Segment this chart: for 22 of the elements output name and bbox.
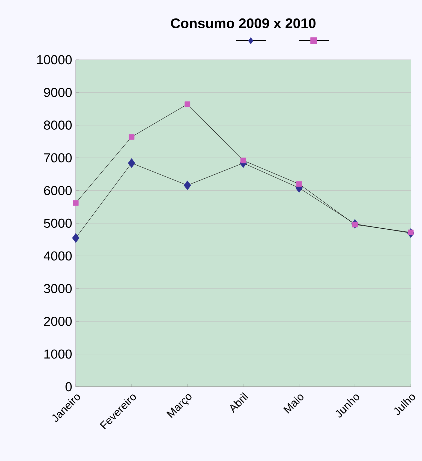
point	[73, 200, 79, 206]
point	[128, 158, 136, 168]
y-tick-label: 10000	[37, 55, 72, 65]
point	[296, 181, 302, 188]
point	[184, 102, 190, 108]
y-tick-label: 4000	[44, 252, 72, 261]
y-tick-label: 3000	[44, 284, 72, 294]
point	[72, 233, 80, 244]
point	[184, 180, 192, 190]
chart-title: Consumo 2009 x 2010	[171, 18, 316, 28]
y-tick-label: 2000	[44, 317, 72, 326]
y-tick-label: 0	[66, 382, 72, 392]
y-tick-label: 5000	[44, 218, 72, 228]
point	[129, 134, 135, 140]
y-tick-label: 1000	[44, 350, 72, 359]
y-tick-label: 8000	[44, 120, 72, 130]
y-tick-label: 7000	[44, 154, 72, 163]
point	[352, 222, 358, 228]
point	[408, 230, 414, 236]
y-tick-label: 9000	[44, 88, 72, 98]
point	[240, 158, 246, 164]
y-tick-label: 6000	[44, 186, 72, 196]
